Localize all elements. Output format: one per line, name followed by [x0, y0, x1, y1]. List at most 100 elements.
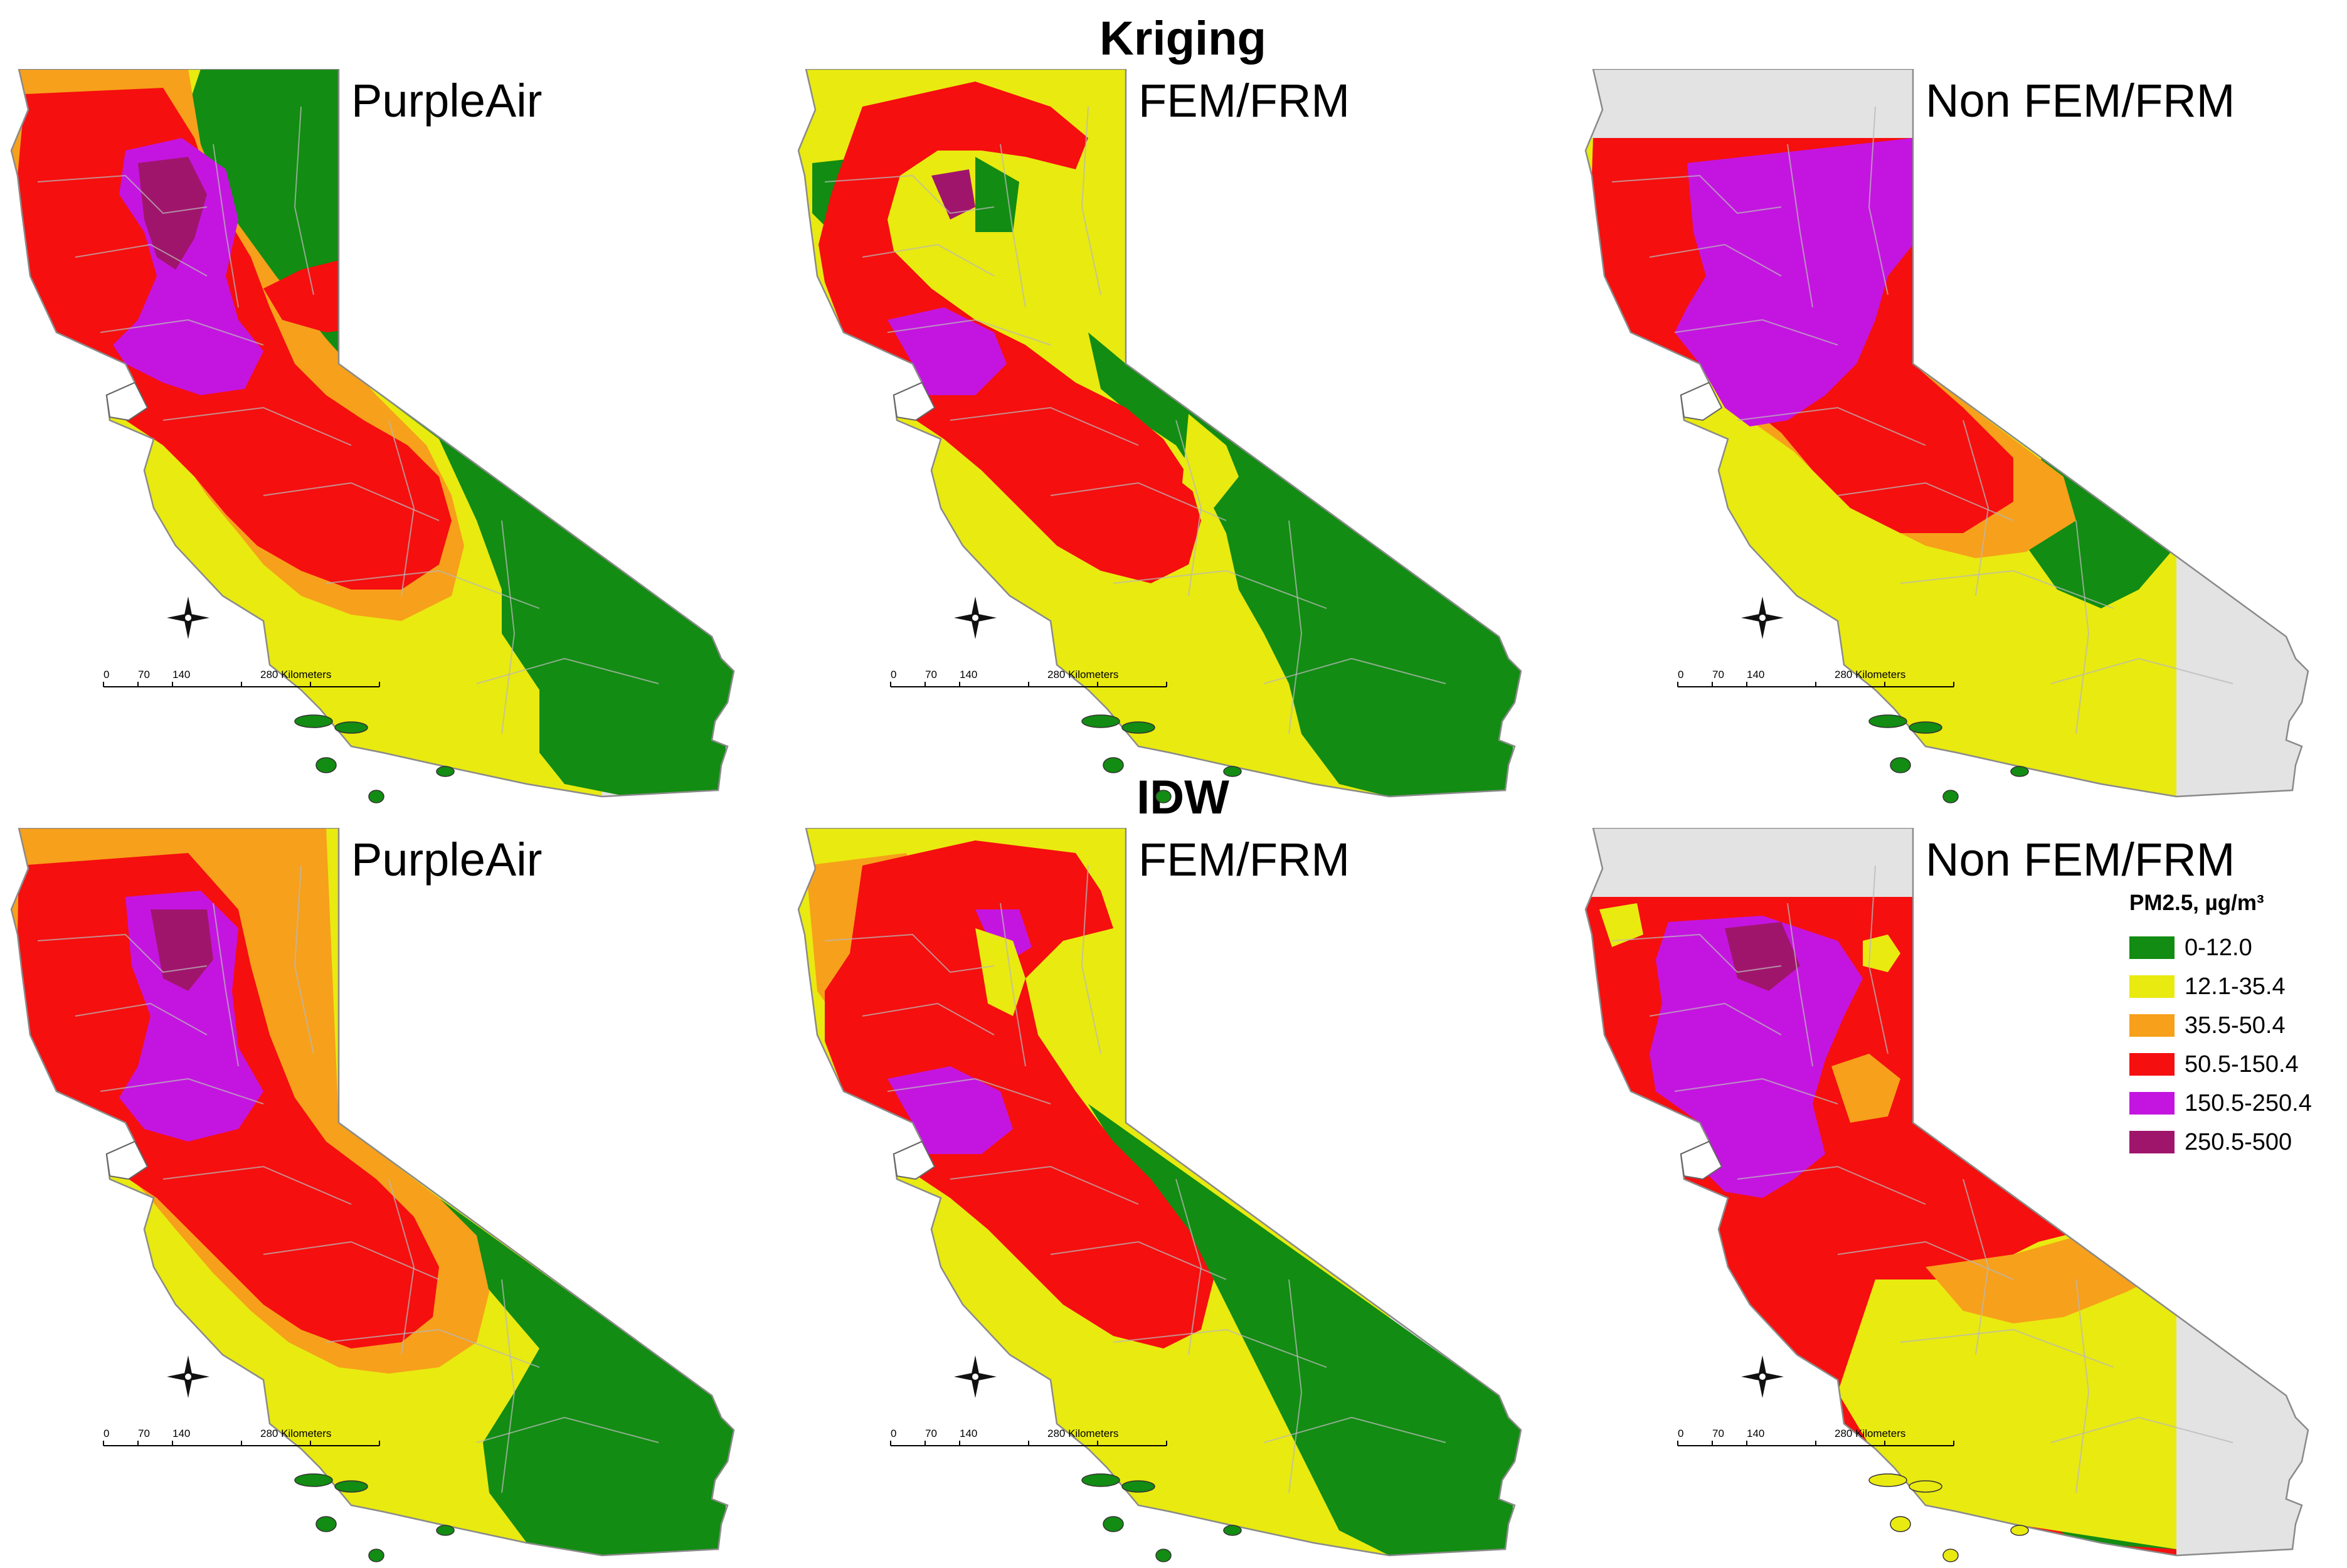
county-boundary [1050, 482, 1227, 521]
legend-label: 0-12.0 [2185, 934, 2252, 961]
channel-island [315, 757, 337, 773]
legend-item: 12.1-35.4 [2129, 967, 2336, 1006]
channel-island [1890, 757, 1911, 773]
county-boundary [294, 106, 314, 295]
channel-island [1868, 714, 1907, 728]
county-boundary [2075, 1279, 2090, 1493]
scale-label: 280 Kilometers [1047, 669, 1118, 681]
zone-50-150 [819, 82, 1201, 583]
county-boundary [294, 865, 314, 1054]
california-map: 0 70 140 280 Kilometers [797, 828, 1522, 1562]
county-boundary [501, 1279, 516, 1493]
county-boundary [162, 1165, 352, 1205]
county-boundary [1113, 569, 1327, 609]
panel-label: FEM/FRM [1138, 75, 1350, 127]
scale-label: 0 [1678, 669, 1683, 681]
zone-50-150 [825, 840, 1214, 1348]
legend-item: 250.5-500 [2129, 1123, 2336, 1162]
legend-title: PM2.5, µg/m³ [2129, 891, 2264, 915]
california-map: 0 70 140 280 Kilometers [1584, 828, 2309, 1562]
channel-island [1081, 714, 1120, 728]
county-boundary [476, 1416, 659, 1443]
legend-item: 35.5-50.4 [2129, 1006, 2336, 1045]
county-boundary [824, 174, 995, 215]
county-boundary [1000, 903, 1026, 1067]
scale-label: 0 [103, 669, 109, 681]
county-boundary [476, 657, 659, 684]
channel-island [1223, 1525, 1242, 1536]
legend-item: 50.5-150.4 [2129, 1045, 2336, 1084]
county-boundary [326, 569, 540, 609]
county-boundary [887, 1078, 1051, 1104]
zone-0-12 [1088, 1104, 1521, 1555]
county-boundary [1263, 657, 1446, 684]
zone-0-12 [975, 157, 1019, 232]
county-boundary [37, 933, 208, 973]
zone-0-12 [188, 69, 734, 797]
county-boundary [1081, 865, 1101, 1054]
california-map: 0 70 140 280 Kilometers [797, 69, 1522, 803]
scale-label: 0 [1678, 1428, 1683, 1439]
county-boundary [1963, 420, 1989, 596]
legend-label: 50.5-150.4 [2185, 1051, 2299, 1078]
county-boundary [213, 144, 239, 308]
north-arrow-icon [167, 596, 209, 639]
county-boundary [75, 1002, 208, 1036]
north-arrow-icon [167, 1355, 209, 1398]
channel-island [1155, 790, 1172, 803]
county-boundary [388, 420, 415, 596]
zone-12-35 [138, 477, 213, 546]
legend-label: 35.5-50.4 [2185, 1012, 2286, 1039]
channel-island [1103, 757, 1124, 773]
scale-label: 280 Kilometers [260, 1428, 331, 1439]
map-panel: 0 70 140 280 Kilometers FEM/FRM [787, 69, 1552, 809]
zone-250-500 [151, 909, 213, 991]
channel-island [315, 1516, 337, 1532]
county-boundary [388, 1179, 415, 1355]
panel-label: FEM/FRM [1138, 834, 1350, 886]
north-arrow-icon [1741, 1355, 1784, 1398]
county-boundary [1674, 1078, 1838, 1104]
county-boundary [100, 1078, 264, 1104]
state-outline [1584, 69, 2309, 798]
map-panel: 0 70 140 280 Kilometers Non FEM/FRM [1574, 69, 2339, 809]
bay-water [105, 1140, 149, 1180]
california-map: 0 70 140 280 Kilometers [1584, 69, 2309, 803]
county-boundary [1868, 106, 1889, 295]
map-panel: 0 70 140 280 Kilometers PurpleAir [0, 69, 765, 809]
county-boundary [162, 406, 352, 446]
channel-island [294, 714, 333, 728]
channel-island [1909, 721, 1942, 734]
county-boundary [1288, 520, 1303, 734]
county-boundary [1175, 1179, 1202, 1355]
county-boundary [1837, 1241, 2014, 1280]
legend-label: 150.5-250.4 [2185, 1089, 2312, 1116]
scale-bar: 0 70 140 280 Kilometers [1677, 669, 1954, 687]
county-boundary [1649, 243, 1782, 277]
county-boundary [1288, 1279, 1303, 1493]
channel-island [436, 766, 455, 777]
county-boundary [1649, 1002, 1782, 1036]
channel-island [2010, 766, 2029, 777]
channel-island [368, 790, 384, 803]
legend-item: 0-12.0 [2129, 928, 2336, 967]
county-boundary [1787, 144, 1813, 308]
panel-label: PurpleAir [351, 834, 543, 886]
county-boundary [263, 482, 440, 521]
channel-island [334, 721, 368, 734]
county-boundary [824, 933, 995, 973]
county-boundary [2050, 657, 2233, 684]
zone-12-35 [75, 1342, 163, 1399]
channel-island [1942, 790, 1959, 803]
scale-bar: 0 70 140 280 Kilometers [890, 669, 1167, 687]
county-boundary [1611, 933, 1782, 973]
bay-water [1680, 1140, 1723, 1180]
county-boundary [2050, 1416, 2233, 1443]
bay-water [105, 381, 149, 421]
section-title-kriging: Kriging [1099, 12, 1266, 65]
channel-island [334, 1480, 368, 1493]
county-boundary [75, 243, 208, 277]
north-arrow-icon [1741, 596, 1784, 639]
legend-swatch [2129, 1092, 2175, 1115]
bay-water [893, 1140, 936, 1180]
